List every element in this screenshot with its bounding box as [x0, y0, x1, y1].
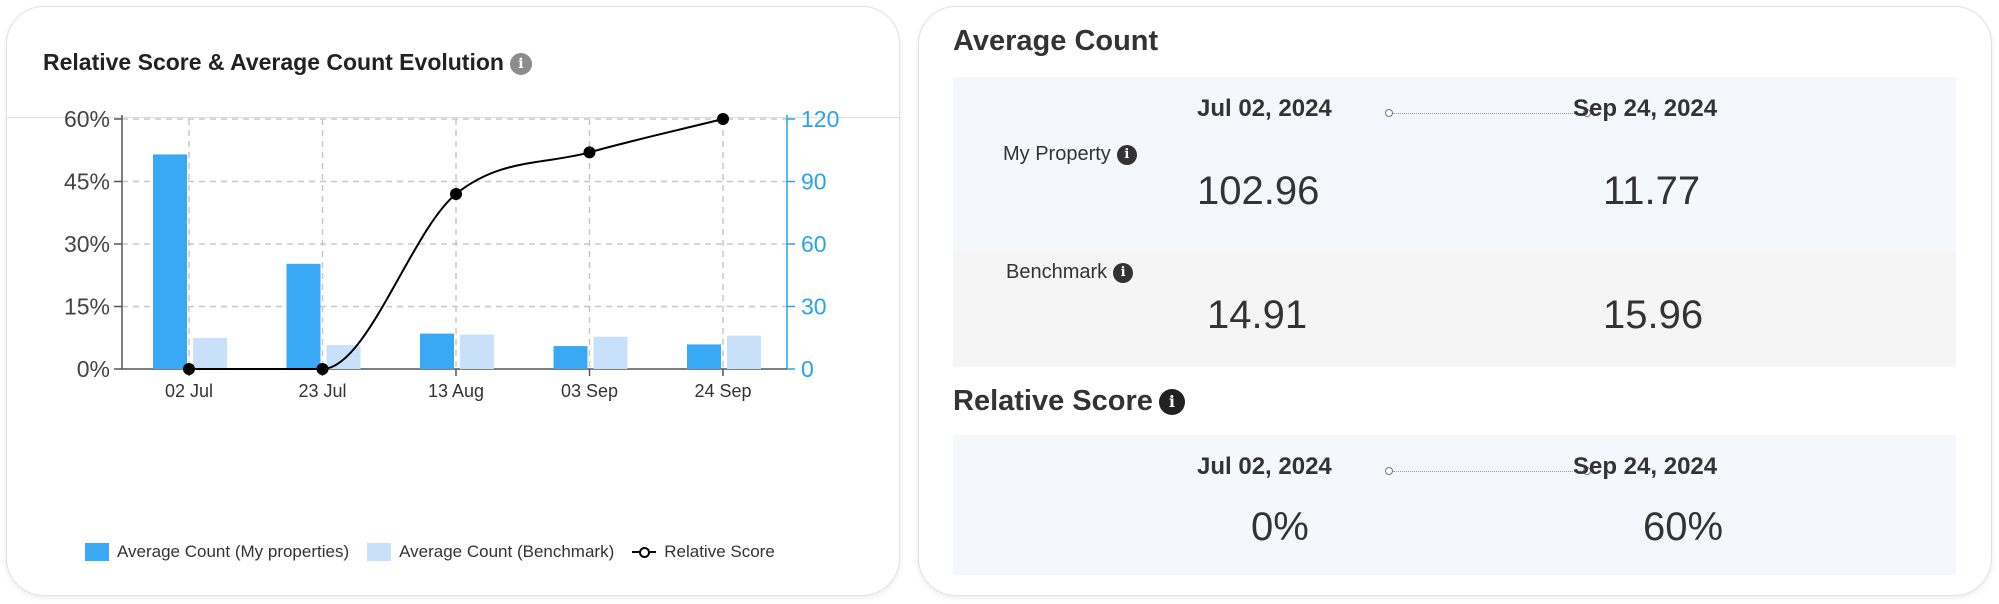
relative-score-start-date: Jul 02, 2024 [1197, 453, 1332, 480]
info-icon[interactable]: i [1158, 389, 1185, 416]
x-tick-label: 23 Jul [298, 381, 346, 401]
my-property-label: My Property i [1003, 143, 1137, 166]
combo-chart: 0% 15% 30% 45% 60% 0 30 60 90 120 02 Jul 23 Jul 13 A… [64, 106, 839, 401]
y-left-tick-label: 30% [64, 231, 110, 257]
legend-swatch-my-properties [85, 543, 109, 561]
y-right-tick-label: 120 [801, 106, 839, 132]
average-count-title: Average Count [953, 25, 1159, 57]
bar-my-properties [420, 333, 454, 369]
date-range-connector [1393, 113, 1583, 114]
range-start-marker [1385, 109, 1393, 117]
benchmark-start-value: 14.91 [1207, 293, 1308, 337]
y-right-tick-label: 90 [801, 169, 827, 195]
y-right-tick-label: 30 [801, 294, 827, 320]
legend-item-benchmark[interactable]: Average Count (Benchmark) [367, 542, 614, 562]
bar-benchmark [460, 334, 494, 369]
x-tick-label: 13 Aug [428, 381, 484, 401]
chart-legend: Average Count (My properties) Average Co… [85, 542, 775, 562]
benchmark-end-value: 15.96 [1603, 293, 1704, 337]
date-range-connector [1393, 471, 1583, 472]
chart-title: Relative Score & Average Count Evolution… [43, 49, 532, 76]
point-relative-score [183, 363, 195, 375]
x-tick-label: 24 Sep [694, 381, 751, 401]
my-property-end-value: 11.77 [1603, 169, 1701, 213]
relative-score-panel: Jul 02, 2024 Sep 24, 2024 0% 60% [953, 435, 1956, 575]
legend-swatch-relative-score [632, 545, 657, 559]
chart-title-text: Relative Score & Average Count Evolution [43, 49, 504, 75]
legend-item-my-properties[interactable]: Average Count (My properties) [85, 542, 349, 562]
point-relative-score [583, 146, 596, 159]
bar-my-properties [286, 263, 321, 369]
legend-label-my-properties: Average Count (My properties) [117, 542, 350, 561]
relative-score-start-value: 0% [1251, 505, 1309, 549]
range-end-marker [1583, 109, 1591, 117]
x-tick-label: 02 Jul [165, 381, 213, 401]
relative-score-title-text: Relative Score [953, 385, 1153, 417]
point-relative-score [450, 188, 462, 200]
relative-score-title: Relative Score i [953, 385, 1185, 418]
y-left-tick-label: 45% [64, 169, 110, 195]
y-left-tick-label: 60% [64, 106, 110, 132]
legend-label-benchmark: Average Count (Benchmark) [399, 542, 615, 561]
my-property-row: My Property i 102.96 11.77 [953, 137, 1956, 253]
bar-benchmark [193, 337, 227, 369]
point-relative-score [717, 113, 729, 125]
x-tick-label: 03 Sep [561, 381, 618, 401]
chart-card: Relative Score & Average Count Evolution… [6, 6, 900, 596]
range-start-marker [1385, 467, 1393, 475]
summary-card: Average Count Jul 02, 2024 Sep 24, 2024 … [918, 6, 1992, 596]
y-right-tick-label: 0 [801, 356, 814, 382]
bar-my-properties [153, 154, 187, 369]
benchmark-label: Benchmark i [1006, 261, 1134, 284]
average-count-start-date: Jul 02, 2024 [1197, 95, 1332, 122]
average-count-end-date: Sep 24, 2024 [1573, 95, 1718, 122]
point-relative-score [316, 363, 329, 375]
benchmark-label-text: Benchmark [1006, 261, 1108, 283]
my-property-start-value: 102.96 [1197, 169, 1320, 213]
benchmark-row: Benchmark i 14.91 15.96 [953, 253, 1956, 367]
legend-item-relative-score[interactable]: Relative Score [632, 542, 775, 562]
legend-label-relative-score: Relative Score [664, 542, 775, 561]
info-icon[interactable]: i [1116, 144, 1137, 165]
bar-benchmark [727, 335, 761, 369]
y-left-tick-label: 15% [64, 294, 110, 320]
range-end-marker [1583, 467, 1591, 475]
bar-my-properties [553, 346, 588, 369]
y-left-tick-label: 0% [77, 356, 110, 382]
bar-my-properties [687, 344, 721, 369]
info-icon[interactable]: i [1113, 262, 1134, 283]
chart-card-header: Relative Score & Average Count Evolution… [7, 7, 899, 118]
bar-benchmark [593, 336, 628, 369]
my-property-label-text: My Property [1003, 143, 1111, 165]
relative-score-end-value: 60% [1643, 505, 1724, 549]
relative-score-end-date: Sep 24, 2024 [1573, 453, 1718, 480]
legend-swatch-benchmark [367, 543, 392, 561]
y-right-tick-label: 60 [801, 231, 827, 257]
average-count-panel: Jul 02, 2024 Sep 24, 2024 My Property i 1… [953, 77, 1956, 367]
info-icon[interactable]: i [509, 52, 532, 75]
